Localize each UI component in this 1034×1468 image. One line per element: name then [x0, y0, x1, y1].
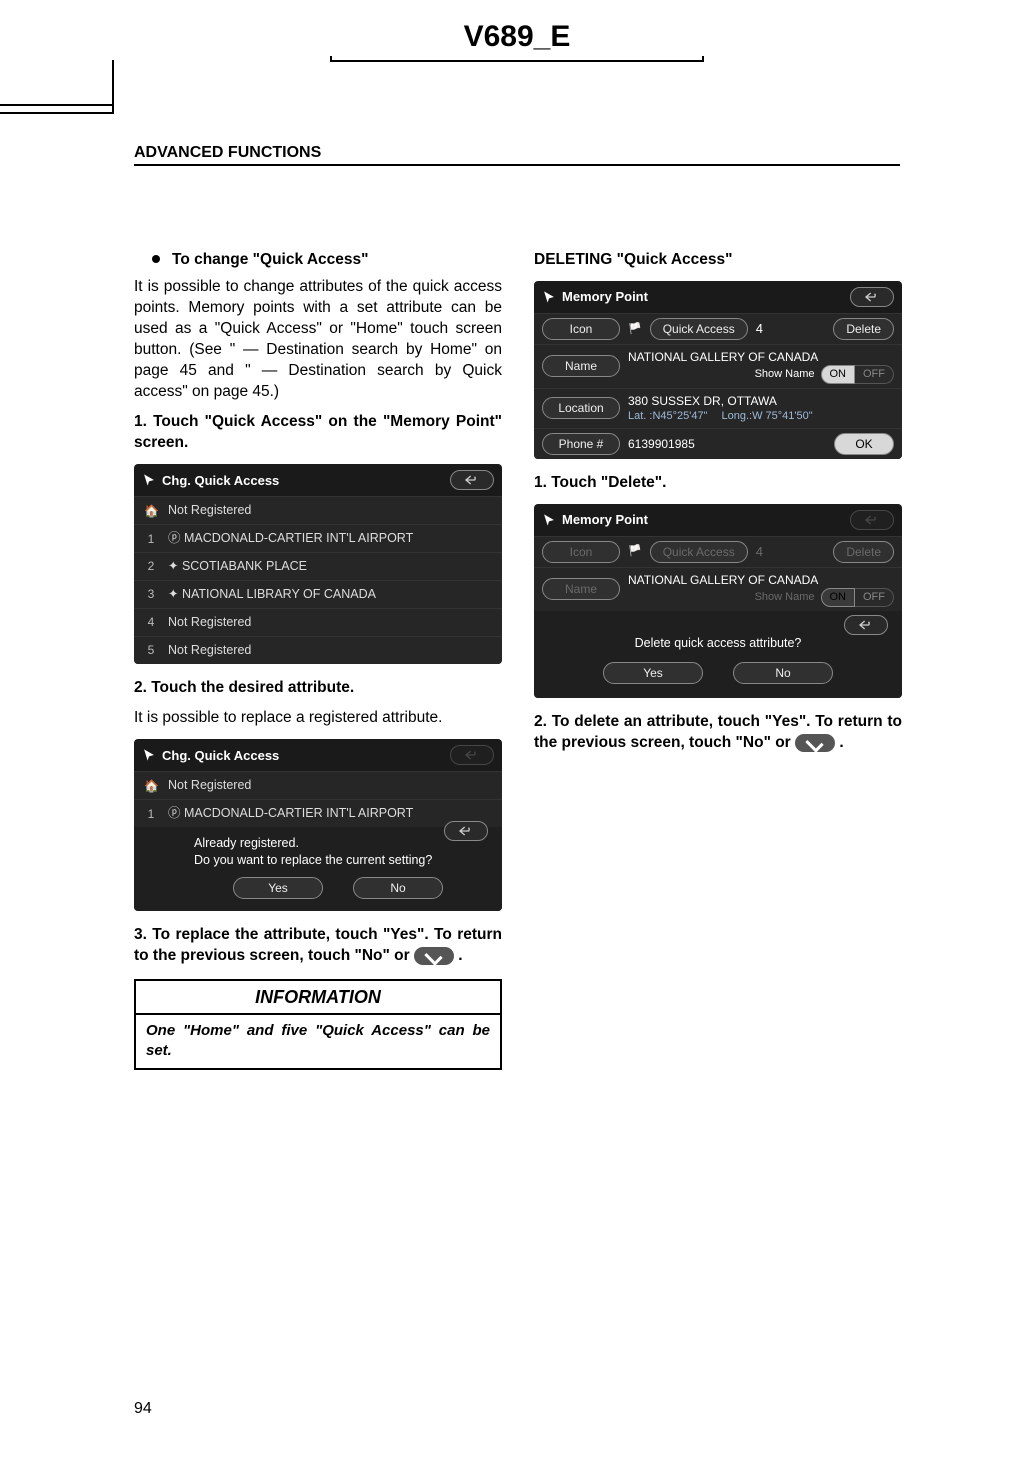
phone-button[interactable]: Phone # — [542, 433, 620, 455]
icon-preview: 🏳️ — [628, 322, 642, 337]
row-label: ✦ NATIONAL LIBRARY OF CANADA — [168, 586, 376, 603]
row-label: Not Registered — [168, 614, 251, 631]
show-name-toggle-disabled: ONOFF — [821, 588, 895, 607]
back-button[interactable] — [850, 287, 894, 307]
cursor-icon — [142, 748, 156, 762]
yes-button[interactable]: Yes — [233, 877, 323, 899]
dialog-text: Already registered. — [194, 835, 482, 852]
header-rule-2 — [0, 112, 112, 114]
list-item[interactable]: 🏠 Not Registered — [134, 496, 502, 524]
back-icon — [464, 474, 480, 486]
long-value: Long.:W 75°41'50" — [722, 409, 813, 424]
list-item[interactable]: 2 ✦ SCOTIABANK PLACE — [134, 552, 502, 580]
name-value: NATIONAL GALLERY OF CANADA — [628, 572, 894, 588]
row-label: ✦ SCOTIABANK PLACE — [168, 558, 307, 575]
step-text: 1. Touch "Quick Access" on the "Memory P… — [134, 412, 502, 454]
row-label: Not Registered — [168, 642, 251, 659]
panel-title: Chg. Quick Access — [162, 747, 279, 765]
ok-button[interactable]: OK — [834, 433, 894, 455]
panel-title: Chg. Quick Access — [162, 472, 279, 490]
back-button[interactable] — [450, 470, 494, 490]
screenshot-replace-dialog: Chg. Quick Access 🏠Not Registered 1ⓟ MAC… — [134, 739, 502, 911]
step-text: 3. To replace the attribute, touch "Yes"… — [134, 925, 502, 967]
name-value: NATIONAL GALLERY OF CANADA — [628, 349, 894, 365]
name-button[interactable]: Name — [542, 355, 620, 377]
list-item[interactable]: 4 Not Registered — [134, 608, 502, 636]
step-text: 1. Touch "Delete". — [534, 473, 902, 494]
quick-access-button-disabled: Quick Access — [650, 541, 748, 563]
step-text: 2. Touch the desired attribute. — [134, 678, 502, 699]
show-name-toggle[interactable]: ONOFF — [821, 365, 895, 384]
quick-access-button[interactable]: Quick Access — [650, 318, 748, 340]
step-text: 2. To delete an attribute, touch "Yes". … — [534, 712, 902, 754]
header-vert-rule — [112, 60, 114, 114]
row-num: 1 — [144, 531, 158, 547]
bullet-icon — [152, 255, 160, 263]
no-button[interactable]: No — [733, 662, 833, 684]
section-heading: ADVANCED FUNCTIONS — [134, 144, 321, 162]
back-icon — [858, 619, 874, 631]
qa-number: 4 — [756, 320, 763, 338]
cursor-icon — [542, 290, 556, 304]
row-icon: 🏠 — [144, 503, 158, 519]
no-button[interactable]: No — [353, 877, 443, 899]
dialog-text: Do you want to replace the current setti… — [194, 852, 482, 869]
info-heading: INFORMATION — [136, 981, 500, 1015]
list-item[interactable]: 3 ✦ NATIONAL LIBRARY OF CANADA — [134, 580, 502, 608]
information-box: INFORMATION One "Home" and five "Quick A… — [134, 979, 502, 1070]
page-number: 94 — [134, 1400, 152, 1418]
row-label: ⓟ MACDONALD-CARTIER INT'L AIRPORT — [168, 530, 413, 547]
icon-button[interactable]: Icon — [542, 318, 620, 340]
back-icon-inline — [795, 734, 835, 752]
row-label: Not Registered — [168, 502, 251, 519]
name-button-disabled: Name — [542, 578, 620, 600]
row-num: 3 — [144, 586, 158, 602]
screenshot-chg-quick-access-list: Chg. Quick Access 🏠 Not Registered 1 ⓟ MAC… — [134, 464, 502, 663]
paragraph: It is possible to replace a registered a… — [134, 708, 502, 729]
phone-value: 6139901985 — [628, 436, 826, 452]
lat-value: Lat. :N45°25'47" — [628, 409, 708, 424]
location-value: 380 SUSSEX DR, OTTAWA — [628, 393, 894, 409]
cursor-icon — [142, 473, 156, 487]
back-icon — [864, 291, 880, 303]
show-name-label: Show Name — [755, 367, 815, 382]
yes-button[interactable]: Yes — [603, 662, 703, 684]
icon-button-disabled: Icon — [542, 541, 620, 563]
header-box — [330, 56, 704, 62]
delete-button-disabled: Delete — [833, 541, 894, 563]
dialog-back-button[interactable] — [444, 821, 488, 841]
list-item-disabled: 🏠Not Registered — [134, 771, 502, 799]
row-num: 5 — [144, 642, 158, 658]
bullet-heading: To change "Quick Access" — [172, 250, 368, 271]
screenshot-memory-point: Memory Point Icon 🏳️ Quick Access 4 Dele… — [534, 281, 902, 459]
back-icon — [864, 514, 880, 526]
header-rule-1 — [0, 104, 112, 106]
subheading: DELETING "Quick Access" — [534, 250, 902, 271]
back-icon — [464, 749, 480, 761]
row-num: 4 — [144, 614, 158, 630]
back-icon-inline — [414, 947, 454, 965]
delete-button[interactable]: Delete — [833, 318, 894, 340]
panel-title: Memory Point — [562, 288, 648, 306]
back-button[interactable] — [450, 745, 494, 765]
dialog-back-button[interactable] — [844, 615, 888, 635]
info-body: One "Home" and five "Quick Access" can b… — [136, 1015, 500, 1068]
back-icon — [458, 825, 474, 837]
screenshot-delete-dialog: Memory Point Icon 🏳️ Quick Access 4 Dele… — [534, 504, 902, 698]
dialog-text: Delete quick access attribute? — [548, 635, 888, 652]
location-button[interactable]: Location — [542, 397, 620, 419]
paragraph: It is possible to change attributes of t… — [134, 277, 502, 403]
list-item[interactable]: 1 ⓟ MACDONALD-CARTIER INT'L AIRPORT — [134, 524, 502, 552]
list-item[interactable]: 5 Not Registered — [134, 636, 502, 664]
panel-title: Memory Point — [562, 511, 648, 529]
cursor-icon — [542, 513, 556, 527]
row-num: 2 — [144, 558, 158, 574]
back-button[interactable] — [850, 510, 894, 530]
doc-code: V689_E — [0, 20, 1034, 54]
section-underline — [134, 164, 900, 166]
